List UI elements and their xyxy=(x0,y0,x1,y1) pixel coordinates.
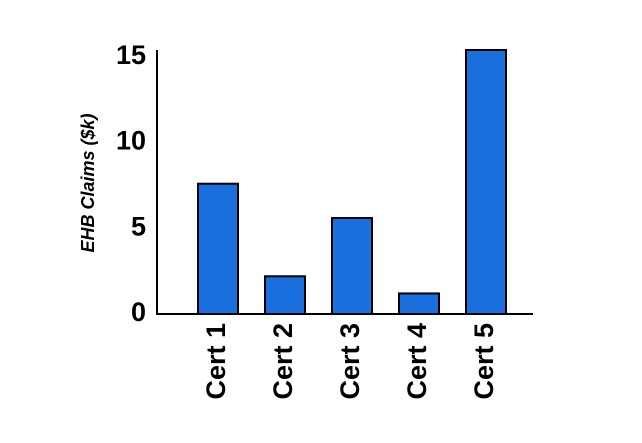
y-tick-label: 10 xyxy=(116,126,146,156)
x-tick-label: Cert 2 xyxy=(268,323,298,400)
y-tick-label: 5 xyxy=(131,211,146,241)
y-tick-label: 15 xyxy=(116,40,146,70)
y-tick-label: 0 xyxy=(131,297,146,327)
x-tick-label: Cert 4 xyxy=(402,323,432,400)
bar xyxy=(398,292,440,315)
bar xyxy=(264,275,306,315)
x-tick-label: Cert 5 xyxy=(469,323,499,400)
bar xyxy=(331,217,373,315)
bar xyxy=(465,49,507,315)
x-tick-label: Cert 3 xyxy=(335,323,365,400)
y-axis-label: EHB Claims ($k) xyxy=(78,113,98,252)
bar xyxy=(197,182,239,315)
x-tick-label: Cert 1 xyxy=(201,323,231,400)
